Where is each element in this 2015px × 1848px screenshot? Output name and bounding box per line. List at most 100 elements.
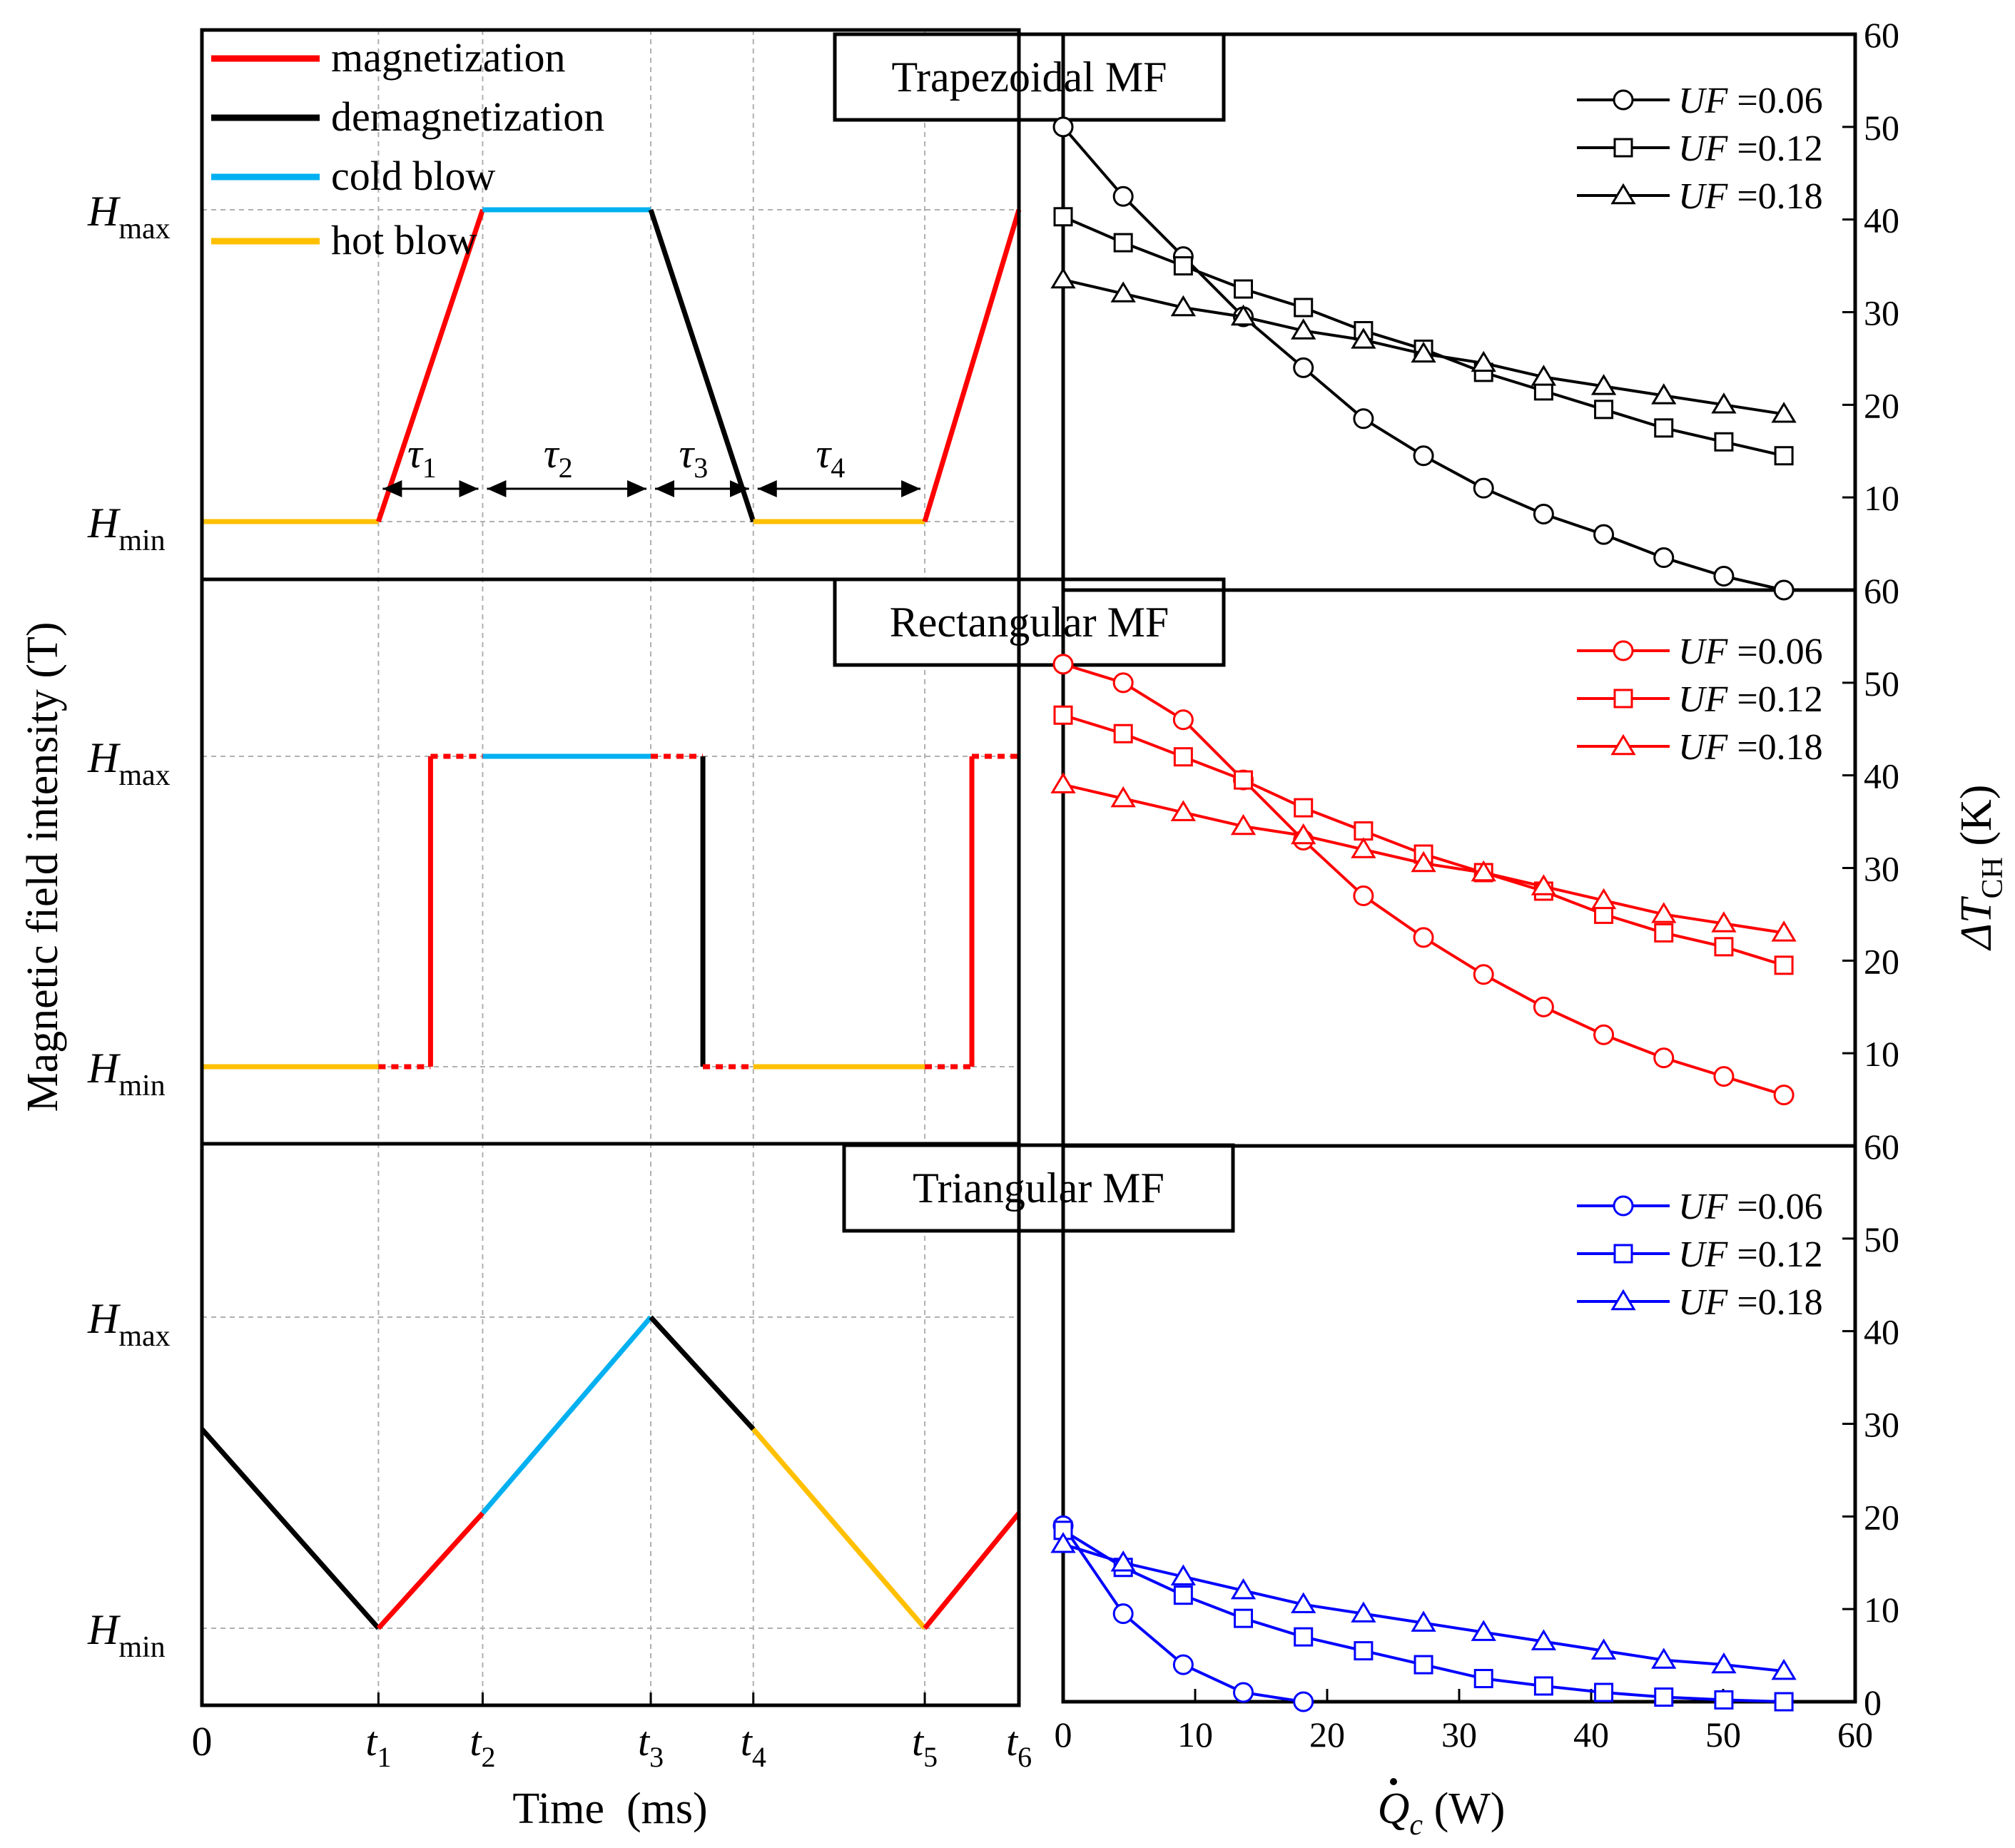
data-point-circle (1052, 654, 1074, 675)
data-point-square (1173, 256, 1193, 276)
hmin-label: Hmin (87, 499, 166, 557)
data-point-circle (1653, 1047, 1675, 1069)
time-tick-label-0: 0 (192, 1718, 213, 1765)
series-legend-label: UF =0.18 (1678, 727, 1823, 768)
series-legend-marker (1613, 640, 1634, 661)
time-tick-label-3: t3 (638, 1718, 664, 1773)
series-legend-marker (1610, 1289, 1636, 1311)
data-point-triangle (1771, 402, 1797, 423)
data-point-square (1594, 1682, 1614, 1702)
data-point-triangle (1771, 920, 1797, 942)
q-tick-label-5: 50 (1705, 1715, 1741, 1755)
waveform-segment-hot (751, 1427, 927, 1630)
dt-axis-label: ΔTCH (K) (1952, 785, 2009, 952)
data-point-triangle (1050, 267, 1076, 289)
hmax-label: Hmax (87, 734, 171, 792)
data-point-square (1473, 1669, 1493, 1689)
data-point-circle (1713, 566, 1735, 587)
data-point-triangle (1411, 1610, 1436, 1632)
data-point-square (1354, 1641, 1374, 1661)
data-point-circle (1353, 885, 1374, 906)
data-point-triangle (1590, 374, 1617, 395)
data-point-circle (1413, 445, 1434, 467)
dt-tick-label: 50 (1864, 664, 1899, 704)
series-legend-label: UF =0.18 (1678, 1282, 1823, 1323)
data-point-triangle (1110, 786, 1136, 808)
tau-label-3: τ3 (679, 430, 709, 484)
waveform-x-axis-label: Time (ms) (512, 1784, 707, 1833)
data-point-circle (1413, 927, 1434, 948)
dt-tick-label: 50 (1864, 1219, 1899, 1259)
data-point-triangle (1351, 328, 1376, 349)
data-point-circle (1293, 1691, 1314, 1712)
data-point-circle (1112, 672, 1134, 694)
series-legend-label: UF =0.18 (1678, 176, 1823, 217)
data-point-circle (1353, 408, 1374, 430)
data-point-triangle (1411, 341, 1436, 363)
q-tick-label-0: 0 (1055, 1715, 1072, 1755)
dt-tick-label: 40 (1864, 200, 1899, 240)
series-legend-label: UF =0.12 (1678, 679, 1823, 720)
data-point-circle (1773, 1085, 1795, 1106)
data-point-circle (1473, 477, 1494, 499)
data-point-square (1714, 1690, 1734, 1710)
waveform-segment-mag (923, 1511, 1021, 1630)
data-point-circle (1112, 1603, 1134, 1625)
data-point-triangle (1230, 304, 1257, 326)
data-point-triangle (1651, 902, 1677, 923)
waveform-y-axis-label: Magnetic field intensity (T) (19, 622, 67, 1112)
dt-tick-label: 30 (1864, 1405, 1899, 1445)
data-point-circle (1533, 504, 1554, 525)
data-point-triangle (1351, 1601, 1376, 1623)
data-point-square (1113, 724, 1133, 743)
series-legend-marker (1613, 1244, 1633, 1264)
legend-label-1: demagnetization (331, 93, 604, 140)
data-point-triangle (1291, 823, 1316, 845)
series-legend-marker (1613, 689, 1633, 709)
q-tick-label-6: 60 (1837, 1715, 1873, 1755)
legend-label-0: magnetization (331, 34, 566, 81)
data-point-square (1173, 747, 1193, 767)
tau-label-2: τ2 (544, 430, 573, 484)
data-point-circle (1172, 709, 1194, 731)
q-tick-label-3: 30 (1441, 1715, 1477, 1755)
data-point-square (1053, 207, 1073, 227)
data-point-triangle (1531, 874, 1557, 895)
time-tick-label-6: t6 (1006, 1718, 1032, 1773)
time-tick-label-4: t4 (741, 1718, 766, 1773)
data-point-square (1234, 1608, 1254, 1628)
data-point-circle (1593, 1024, 1615, 1045)
q-tick-label-1: 10 (1177, 1715, 1213, 1755)
data-point-triangle (1050, 1532, 1076, 1553)
time-tick-label-5: t5 (912, 1718, 938, 1773)
dt-tick-label-zero: 0 (1864, 1682, 1882, 1722)
data-point-square (1294, 298, 1314, 318)
q-axis-label: Qc (W) (1378, 1784, 1506, 1842)
panel-title-box (833, 577, 1226, 667)
data-point-triangle (1170, 800, 1196, 821)
data-point-triangle (1110, 1550, 1136, 1572)
waveform-trapezoidal (202, 207, 1022, 524)
data-point-square (1594, 400, 1614, 420)
data-point-square (1774, 1692, 1794, 1712)
data-point-circle (1653, 547, 1675, 569)
data-point-triangle (1590, 888, 1617, 910)
data-point-triangle (1170, 1564, 1196, 1585)
hmax-label: Hmax (87, 1295, 171, 1353)
data-point-triangle (1471, 1620, 1496, 1641)
data-point-square (1533, 1676, 1553, 1696)
dt-tick-label: 30 (1864, 293, 1899, 333)
data-point-square (1654, 923, 1674, 943)
data-point-triangle (1230, 1578, 1257, 1600)
data-point-triangle (1711, 911, 1737, 933)
dt-tick-label: 20 (1864, 1497, 1899, 1537)
time-tick-label-1: t1 (365, 1718, 391, 1773)
data-point-triangle (1590, 1638, 1617, 1660)
data-point-square (1234, 279, 1254, 299)
waveform-segment-mag (922, 208, 1022, 523)
data-point-triangle (1170, 295, 1196, 317)
data-point-triangle (1230, 813, 1257, 836)
data-point-square (1774, 955, 1794, 975)
panel-title: Triangular MF (913, 1164, 1164, 1212)
dt-tick-label: 20 (1864, 941, 1899, 981)
